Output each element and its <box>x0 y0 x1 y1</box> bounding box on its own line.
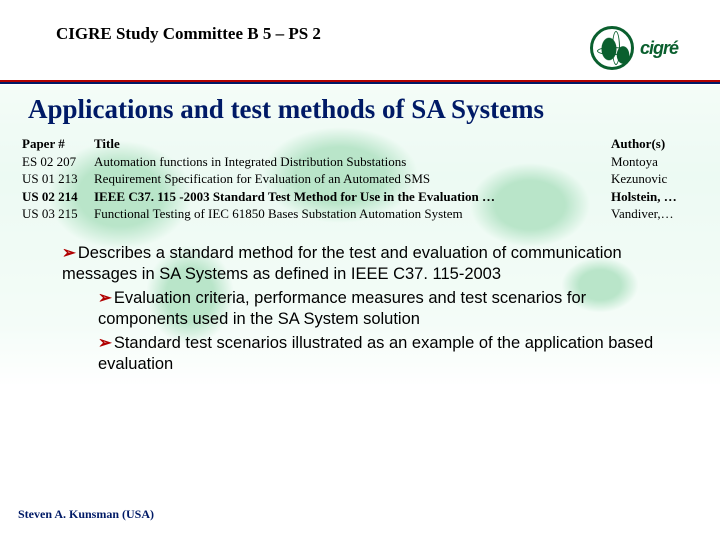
logo-text: cigré <box>640 38 678 59</box>
bullet-level2: ➢Standard test scenarios illustrated as … <box>62 333 680 375</box>
bullet-level2: ➢Evaluation criteria, performance measur… <box>62 288 680 330</box>
papers-table: Paper # Title Author(s) ES 02 207 Automa… <box>0 129 720 223</box>
cell-author: Montoya <box>607 153 702 171</box>
chevron-right-icon: ➢ <box>62 244 76 262</box>
cell-title: Functional Testing of IEC 61850 Bases Su… <box>90 205 607 223</box>
committee-title: CIGRE Study Committee B 5 – PS 2 <box>56 24 590 44</box>
table-row-highlighted: US 02 214 IEEE C37. 115 -2003 Standard T… <box>18 188 702 206</box>
table-row: ES 02 207 Automation functions in Integr… <box>18 153 702 171</box>
cigre-logo: cigré <box>590 24 700 72</box>
cell-paper: US 03 215 <box>18 205 90 223</box>
cell-author: Vandiver,… <box>607 205 702 223</box>
cell-title: Requirement Specification for Evaluation… <box>90 170 607 188</box>
cell-title: Automation functions in Integrated Distr… <box>90 153 607 171</box>
header-author: Author(s) <box>607 135 702 153</box>
bullet-text: Evaluation criteria, performance measure… <box>98 289 586 328</box>
header-title: Title <box>90 135 607 153</box>
bullet-list: ➢Describes a standard method for the tes… <box>0 223 720 376</box>
slide-title: Applications and test methods of SA Syst… <box>0 84 720 129</box>
table-row: US 03 215 Functional Testing of IEC 6185… <box>18 205 702 223</box>
cell-author: Holstein, … <box>607 188 702 206</box>
globe-icon <box>590 26 634 70</box>
bullet-text: Describes a standard method for the test… <box>62 244 622 283</box>
cell-paper: US 01 213 <box>18 170 90 188</box>
header-paper: Paper # <box>18 135 90 153</box>
table-header-row: Paper # Title Author(s) <box>18 135 702 153</box>
chevron-right-icon: ➢ <box>98 334 112 352</box>
bullet-level1: ➢Describes a standard method for the tes… <box>62 243 680 285</box>
bullet-text: Standard test scenarios illustrated as a… <box>98 334 653 373</box>
cell-author: Kezunovic <box>607 170 702 188</box>
chevron-right-icon: ➢ <box>98 289 112 307</box>
slide-header: CIGRE Study Committee B 5 – PS 2 cigré <box>0 0 720 80</box>
cell-paper: ES 02 207 <box>18 153 90 171</box>
cell-paper: US 02 214 <box>18 188 90 206</box>
presenter-footer: Steven A. Kunsman (USA) <box>18 507 154 522</box>
table-row: US 01 213 Requirement Specification for … <box>18 170 702 188</box>
cell-title: IEEE C37. 115 -2003 Standard Test Method… <box>90 188 607 206</box>
